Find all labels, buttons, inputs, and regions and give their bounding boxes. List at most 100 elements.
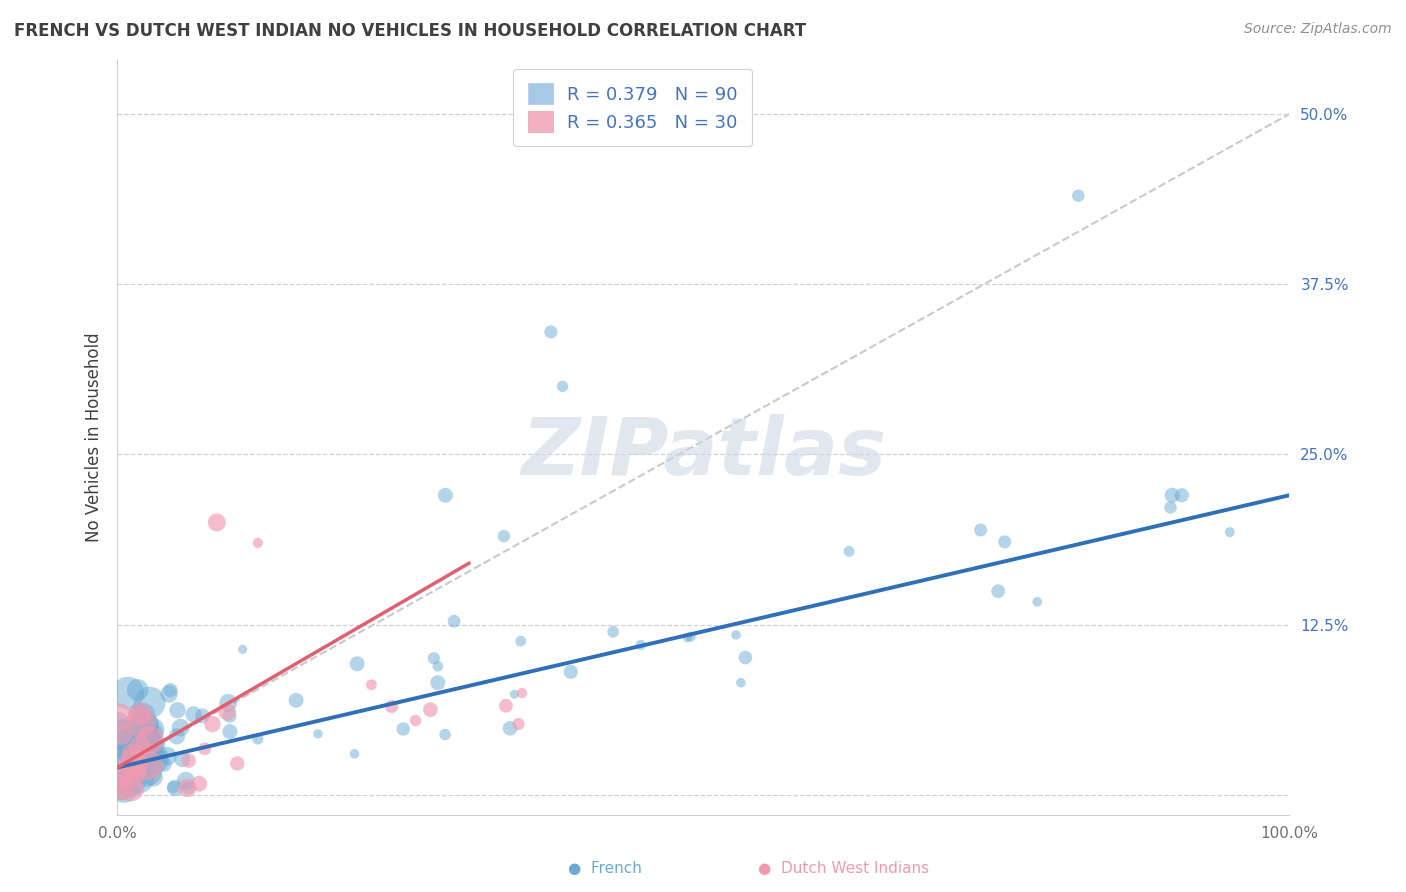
Point: [499, 721, 522, 735]
Point: [177, 780, 200, 795]
Point: [218, 708, 240, 723]
Point: [392, 722, 415, 736]
Point: [360, 678, 382, 692]
Point: [1161, 488, 1184, 502]
Point: [1219, 525, 1241, 540]
Point: [135, 735, 157, 749]
Point: [509, 634, 531, 648]
Point: [129, 707, 152, 722]
Point: [128, 752, 150, 766]
Point: [676, 631, 699, 645]
Point: [730, 675, 752, 690]
Point: [122, 756, 145, 770]
Point: [107, 717, 129, 731]
Point: [285, 693, 308, 707]
Point: [426, 659, 449, 673]
Point: [343, 747, 366, 761]
Point: [149, 749, 172, 764]
Point: [107, 769, 129, 783]
Point: [135, 719, 157, 733]
Point: [111, 727, 134, 741]
Point: [205, 516, 228, 530]
Point: [115, 728, 138, 742]
Point: [201, 717, 224, 731]
Point: [129, 739, 152, 754]
Point: [132, 731, 155, 746]
Point: [503, 687, 526, 701]
Point: [132, 708, 155, 723]
Point: [146, 738, 169, 752]
Point: [183, 707, 205, 722]
Point: [120, 764, 142, 779]
Point: [724, 628, 747, 642]
Point: [121, 758, 143, 772]
Point: [679, 630, 702, 644]
Point: [423, 651, 446, 665]
Point: [136, 758, 159, 772]
Point: [128, 723, 150, 738]
Point: [174, 773, 197, 788]
Point: [110, 780, 132, 795]
Point: [307, 727, 329, 741]
Text: FRENCH VS DUTCH WEST INDIAN NO VEHICLES IN HOUSEHOLD CORRELATION CHART: FRENCH VS DUTCH WEST INDIAN NO VEHICLES …: [14, 22, 806, 40]
Point: [508, 717, 530, 731]
Point: [120, 780, 142, 795]
Point: [122, 762, 145, 776]
Point: [141, 736, 163, 750]
Point: [159, 683, 181, 698]
Point: [134, 763, 156, 777]
Point: [1026, 595, 1049, 609]
Point: [111, 780, 134, 795]
Point: [1067, 188, 1090, 202]
Point: [246, 731, 269, 746]
Point: [141, 723, 163, 737]
Text: ZIPatlas: ZIPatlas: [520, 414, 886, 491]
Y-axis label: No Vehicles in Household: No Vehicles in Household: [86, 333, 103, 542]
Text: Source: ZipAtlas.com: Source: ZipAtlas.com: [1244, 22, 1392, 37]
Point: [551, 379, 574, 393]
Point: [434, 727, 457, 741]
Point: [560, 665, 582, 679]
Point: [128, 771, 150, 785]
Legend: R = 0.379   N = 90, R = 0.365   N = 30: R = 0.379 N = 90, R = 0.365 N = 30: [513, 69, 752, 146]
Point: [138, 756, 160, 770]
Point: [141, 751, 163, 765]
Point: [142, 770, 165, 784]
Point: [838, 544, 860, 558]
Point: [110, 766, 132, 780]
Point: [117, 767, 139, 781]
Point: [540, 325, 562, 339]
Point: [118, 773, 141, 788]
Point: [124, 737, 146, 751]
Point: [734, 650, 756, 665]
Point: [107, 710, 129, 724]
Point: [232, 642, 254, 657]
Point: [191, 709, 214, 723]
Point: [112, 780, 135, 795]
Point: [138, 696, 160, 710]
Point: [131, 744, 153, 758]
Point: [176, 780, 198, 795]
Point: [218, 724, 240, 739]
Point: [156, 749, 179, 764]
Point: [134, 742, 156, 756]
Point: [994, 534, 1017, 549]
Point: [166, 730, 188, 744]
Point: [405, 714, 427, 728]
Point: [194, 741, 217, 756]
Point: [129, 715, 152, 730]
Point: [602, 624, 624, 639]
Point: [492, 529, 515, 543]
Text: ●  French: ● French: [568, 861, 641, 876]
Point: [121, 747, 143, 762]
Point: [110, 753, 132, 767]
Point: [969, 523, 991, 537]
Point: [143, 726, 166, 740]
Point: [122, 744, 145, 758]
Point: [226, 756, 249, 771]
Point: [107, 739, 129, 754]
Point: [246, 536, 269, 550]
Point: [1159, 500, 1181, 515]
Point: [134, 719, 156, 733]
Point: [165, 780, 187, 795]
